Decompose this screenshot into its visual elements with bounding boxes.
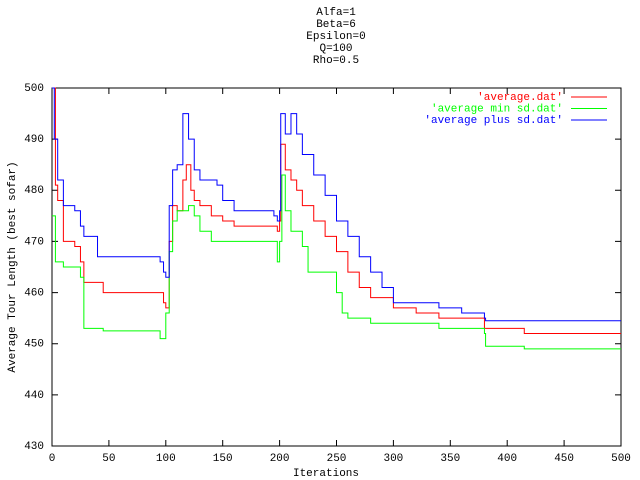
y-tick-label: 500 bbox=[24, 83, 44, 95]
y-tick-label: 490 bbox=[24, 134, 44, 146]
x-tick-label: 200 bbox=[270, 453, 290, 465]
chart-title: Rho=0.5 bbox=[313, 55, 359, 67]
y-tick-label: 430 bbox=[24, 441, 44, 453]
x-tick-label: 350 bbox=[440, 453, 460, 465]
plot-border bbox=[51, 87, 622, 447]
y-tick-label: 480 bbox=[24, 185, 44, 197]
x-tick-label: 500 bbox=[611, 453, 631, 465]
y-tick-label: 460 bbox=[24, 287, 44, 299]
legend-label: 'average min sd.dat' bbox=[431, 103, 563, 115]
chart-title: Beta=6 bbox=[316, 19, 356, 31]
chart-title: Q=100 bbox=[319, 43, 352, 55]
y-tick-label: 450 bbox=[24, 339, 44, 351]
chart-title: Epsilon=0 bbox=[306, 31, 365, 43]
series-line bbox=[52, 87, 621, 322]
legend-label: 'average plus sd.dat' bbox=[424, 115, 563, 127]
x-tick-label: 50 bbox=[102, 453, 115, 465]
x-tick-label: 400 bbox=[497, 453, 517, 465]
chart-title: Alfa=1 bbox=[316, 7, 356, 19]
y-tick-label: 470 bbox=[24, 236, 44, 248]
y-axis-label: Average Tour Length (best sofar) bbox=[7, 161, 19, 372]
y-tick-label: 440 bbox=[24, 390, 44, 402]
legend-label: 'average.dat' bbox=[477, 92, 563, 104]
x-tick-label: 450 bbox=[554, 453, 574, 465]
x-tick-label: 300 bbox=[383, 453, 403, 465]
x-tick-label: 100 bbox=[156, 453, 176, 465]
x-axis-label: Iterations bbox=[293, 468, 359, 480]
series-line bbox=[52, 174, 621, 350]
x-tick-label: 250 bbox=[327, 453, 347, 465]
x-tick-label: 150 bbox=[213, 453, 233, 465]
x-tick-label: 0 bbox=[49, 453, 56, 465]
series-line bbox=[52, 87, 621, 334]
